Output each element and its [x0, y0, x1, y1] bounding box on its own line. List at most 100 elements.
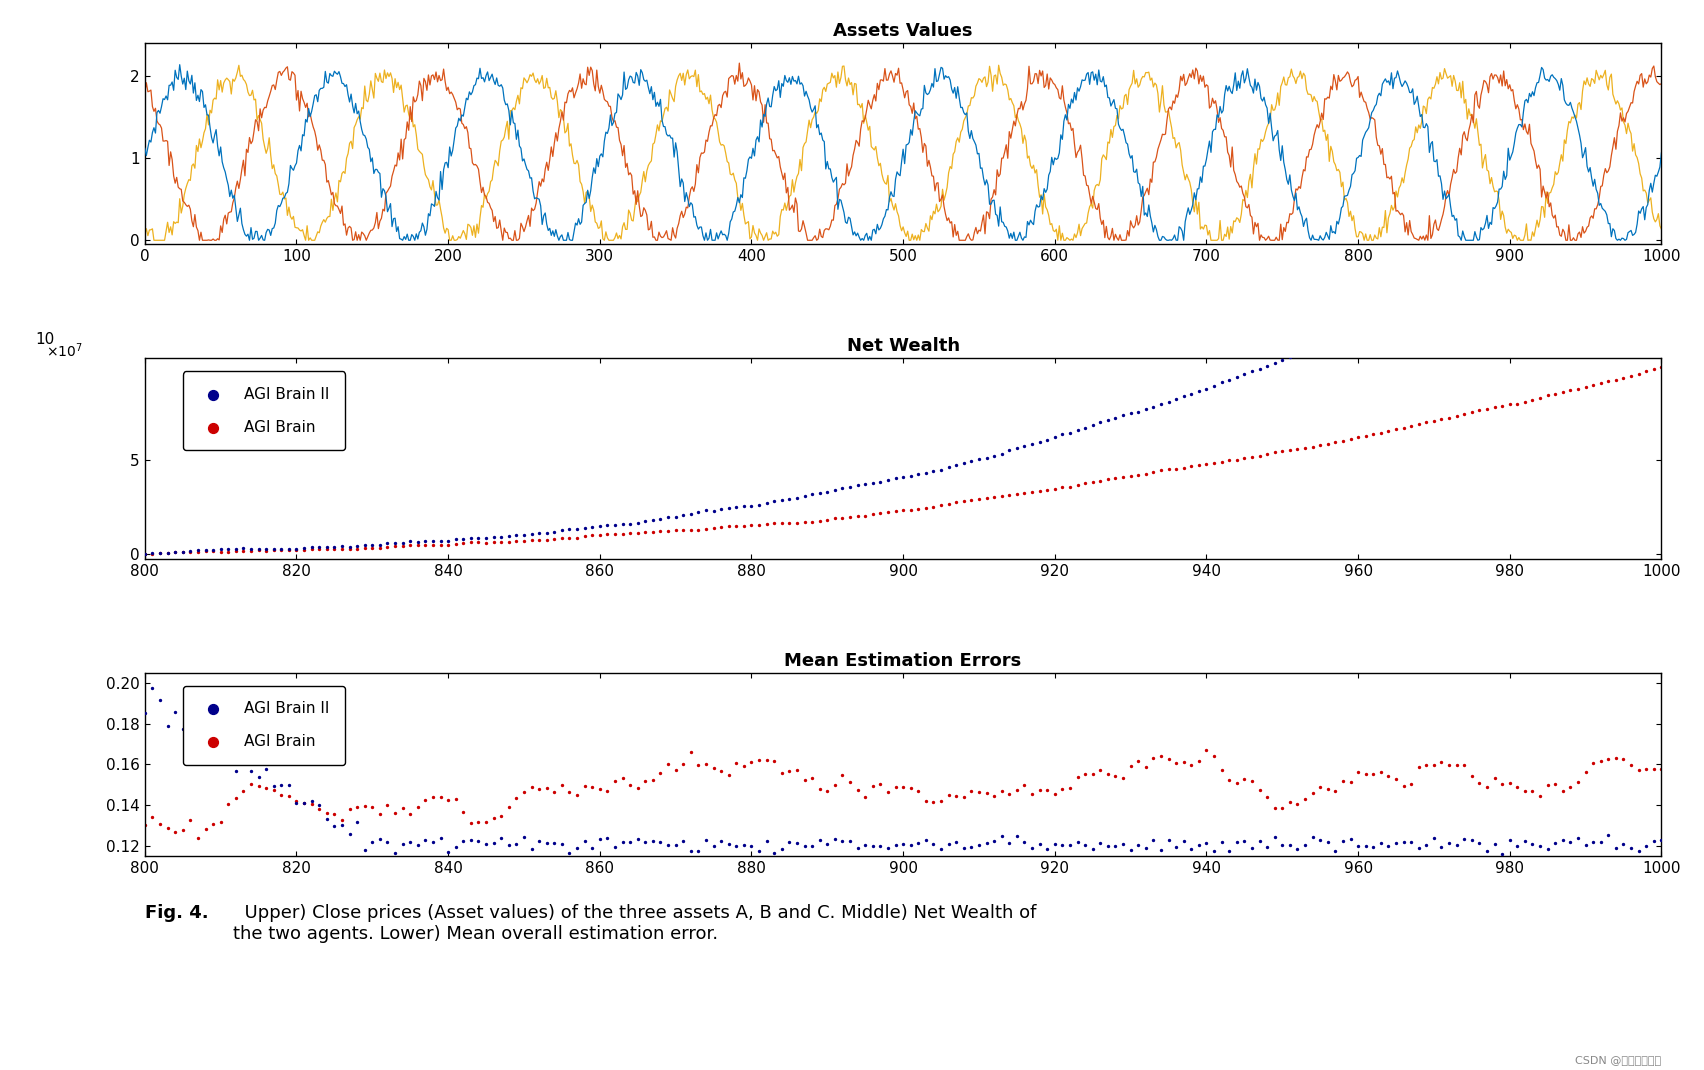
- AGI Brain: [1610, 369, 1638, 386]
- AGI Brain II: [208, 749, 235, 766]
- AGI Brain: [1019, 484, 1046, 501]
- AGI Brain II: [268, 540, 295, 557]
- AGI Brain: [389, 537, 416, 554]
- AGI Brain: [958, 492, 985, 509]
- AGI Brain II: [889, 836, 917, 853]
- AGI Brain: [1542, 776, 1569, 793]
- AGI Brain II: [1298, 828, 1326, 845]
- AGI Brain II: [828, 479, 855, 496]
- AGI Brain II: [1465, 835, 1493, 852]
- AGI Brain: [1239, 448, 1266, 465]
- AGI Brain II: [336, 826, 363, 843]
- AGI Brain: [496, 533, 523, 550]
- AGI Brain: [1390, 419, 1418, 437]
- AGI Brain II: [1610, 836, 1638, 853]
- AGI Brain: [1254, 445, 1281, 462]
- AGI Brain II: [663, 837, 690, 854]
- AGI Brain II: [1322, 843, 1350, 860]
- AGI Brain: [1617, 756, 1644, 774]
- AGI Brain: [707, 762, 734, 779]
- AGI Brain II: [1351, 838, 1379, 855]
- AGI Brain II: [147, 545, 174, 562]
- AGI Brain: [837, 773, 864, 790]
- AGI Brain II: [821, 830, 849, 847]
- AGI Brain II: [472, 529, 499, 546]
- AGI Brain: [1534, 777, 1561, 794]
- AGI Brain II: [1481, 250, 1508, 268]
- AGI Brain: [1193, 742, 1220, 759]
- AGI Brain: [511, 532, 538, 549]
- AGI Brain II: [435, 532, 462, 549]
- AGI Brain II: [1223, 834, 1251, 851]
- AGI Brain: [329, 540, 356, 557]
- AGI Brain II: [1573, 836, 1600, 853]
- AGI Brain: [1474, 778, 1501, 795]
- AGI Brain II: [366, 830, 394, 847]
- AGI Brain II: [556, 521, 583, 538]
- AGI Brain: [1511, 782, 1539, 799]
- AGI Brain II: [457, 831, 484, 849]
- AGI Brain II: [336, 538, 363, 555]
- AGI Brain: [1641, 760, 1668, 777]
- AGI Brain II: [1072, 836, 1099, 853]
- AGI Brain II: [320, 538, 348, 555]
- AGI Brain II: [1602, 184, 1629, 201]
- AGI Brain: [1193, 456, 1220, 473]
- AGI Brain: [487, 807, 515, 824]
- AGI Brain II: [1360, 838, 1387, 855]
- AGI Brain II: [920, 462, 947, 479]
- Text: Fig. 4.: Fig. 4.: [145, 904, 208, 922]
- AGI Brain: [1641, 361, 1668, 378]
- Text: $\times10^7$: $\times10^7$: [46, 341, 83, 361]
- AGI Brain: [525, 532, 552, 549]
- AGI Brain II: [441, 531, 469, 548]
- AGI Brain II: [791, 488, 818, 505]
- AGI Brain: [843, 508, 871, 525]
- AGI Brain II: [1063, 834, 1091, 851]
- AGI Brain: [1298, 785, 1326, 802]
- AGI Brain II: [1511, 233, 1539, 250]
- AGI Brain: [1465, 402, 1493, 419]
- AGI Brain: [1360, 765, 1387, 782]
- AGI Brain: [252, 542, 279, 560]
- AGI Brain II: [1413, 285, 1440, 302]
- AGI Brain: [245, 541, 273, 559]
- AGI Brain: [1518, 782, 1546, 799]
- AGI Brain II: [314, 538, 341, 555]
- AGI Brain: [525, 780, 552, 797]
- AGI Brain: [215, 795, 242, 812]
- AGI Brain II: [784, 834, 811, 851]
- AGI Brain II: [1344, 838, 1372, 855]
- AGI Brain: [533, 531, 561, 548]
- AGI Brain: [268, 786, 295, 804]
- AGI Brain II: [1010, 834, 1038, 851]
- AGI Brain II: [1450, 268, 1477, 285]
- AGI Brain II: [707, 832, 734, 850]
- AGI Brain II: [222, 762, 249, 779]
- AGI Brain II: [1239, 840, 1266, 857]
- AGI Brain: [177, 811, 204, 828]
- AGI Brain II: [1474, 256, 1501, 273]
- AGI Brain: [1481, 769, 1508, 786]
- AGI Brain: [1496, 396, 1523, 413]
- AGI Brain: [441, 535, 469, 552]
- AGI Brain: [1094, 766, 1121, 783]
- AGI Brain II: [1632, 166, 1660, 183]
- AGI Brain: [1338, 430, 1365, 447]
- AGI Brain: [1534, 387, 1561, 404]
- AGI Brain: [1481, 398, 1508, 415]
- AGI Brain: [1155, 460, 1183, 477]
- AGI Brain II: [1193, 380, 1220, 397]
- AGI Brain: [314, 805, 341, 822]
- AGI Brain II: [1626, 171, 1653, 188]
- AGI Brain II: [692, 502, 719, 519]
- AGI Brain: [1118, 758, 1145, 775]
- AGI Brain II: [837, 478, 864, 495]
- AGI Brain: [745, 516, 772, 533]
- AGI Brain II: [230, 539, 257, 556]
- AGI Brain II: [525, 832, 552, 850]
- AGI Brain II: [525, 524, 552, 541]
- AGI Brain: [428, 537, 455, 554]
- AGI Brain II: [549, 522, 576, 539]
- AGI Brain II: [511, 526, 538, 544]
